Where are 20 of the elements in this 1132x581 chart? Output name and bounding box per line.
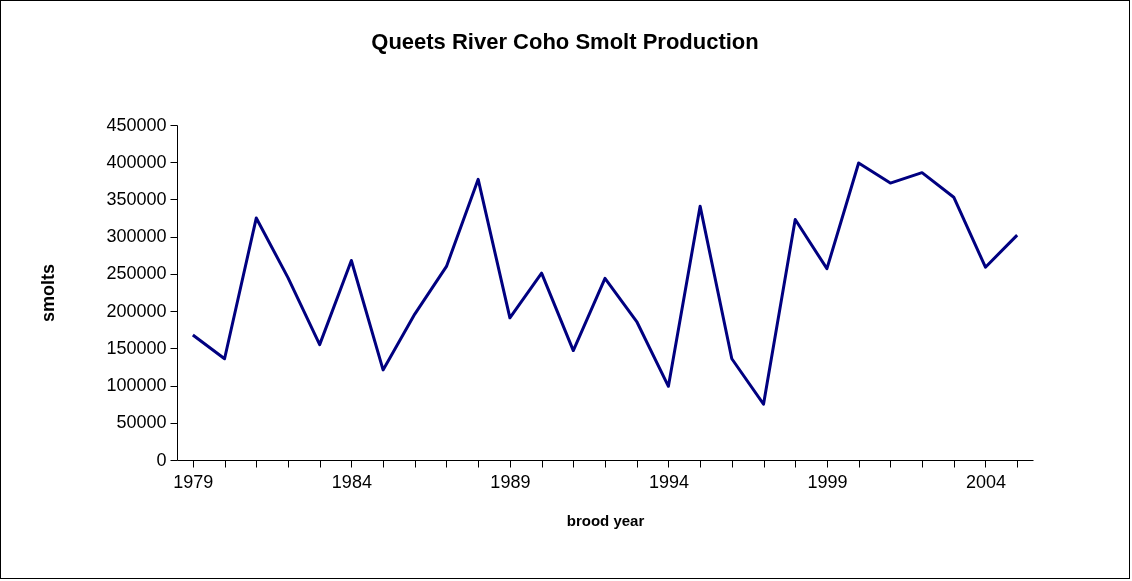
- y-tick-label: 300000: [106, 226, 167, 247]
- x-tick-label: 1984: [331, 471, 372, 492]
- x-tick-label: 1989: [490, 471, 531, 492]
- x-tick-label: 1994: [648, 471, 689, 492]
- y-tick-label: 50000: [116, 412, 167, 433]
- y-tick-label: 100000: [106, 375, 167, 396]
- x-tick-label: 2004: [965, 471, 1006, 492]
- chart-title: Queets River Coho Smolt Production: [371, 29, 759, 54]
- y-tick-label: 250000: [106, 263, 167, 284]
- line-series: [191, 161, 1019, 406]
- y-axis-title: smolts: [38, 263, 59, 323]
- y-tick-label: 0: [156, 449, 167, 470]
- x-tick-label: 1979: [173, 471, 214, 492]
- y-tick-label: 200000: [106, 300, 167, 321]
- y-tick-label: 400000: [106, 151, 167, 172]
- y-tick-label: 450000: [106, 114, 167, 135]
- y-tick-label: 150000: [106, 337, 167, 358]
- y-tick-label: 350000: [106, 188, 167, 209]
- x-axis-title: brood year: [566, 511, 645, 529]
- x-tick-label: 1999: [807, 471, 848, 492]
